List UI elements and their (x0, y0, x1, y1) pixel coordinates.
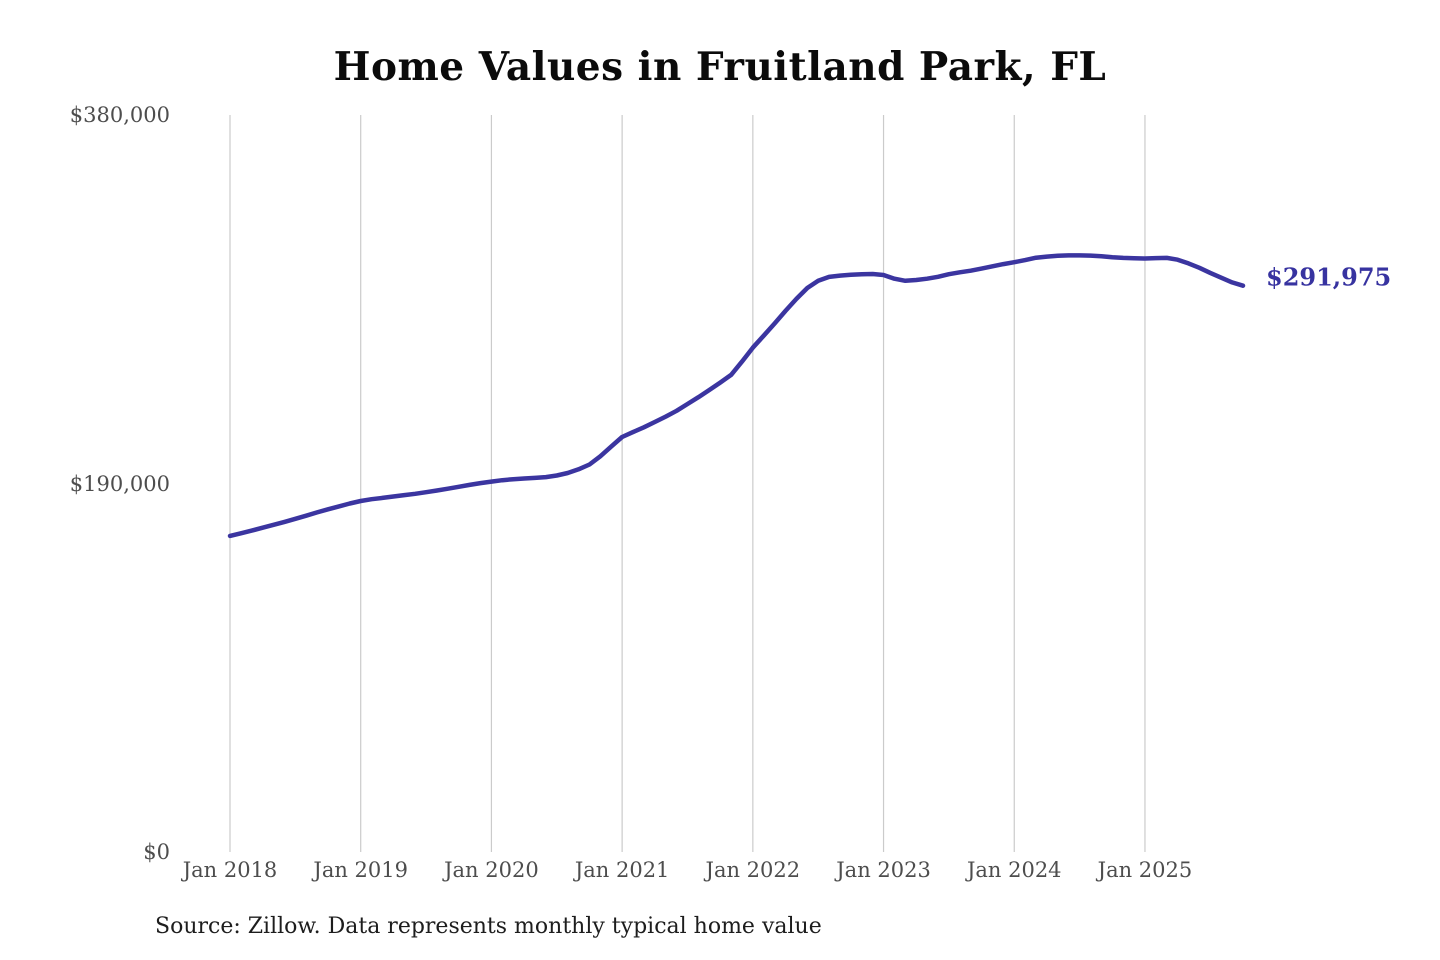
x-axis-label-jan-2020: Jan 2020 (444, 858, 539, 882)
x-axis-label-jan-2025: Jan 2025 (1097, 858, 1193, 882)
chart-title: Home Values in Fruitland Park, FL (333, 44, 1107, 90)
x-axis-label-jan-2022: Jan 2022 (705, 858, 801, 882)
y-axis-label-0: $0 (143, 840, 170, 864)
x-axis-label-jan-2023: Jan 2023 (836, 858, 931, 882)
y-axis-label-190000: $190,000 (69, 471, 170, 496)
series-end-value-label: $291,975 (1266, 262, 1392, 292)
series-line (227, 253, 1246, 539)
y-axis-label-380000: $380,000 (69, 103, 170, 127)
source-note: Source: Zillow. Data represents monthly … (155, 914, 822, 939)
x-axis-label-jan-2024: Jan 2024 (966, 858, 1062, 882)
vertical-gridlines (229, 115, 1146, 852)
x-axis-label-jan-2018: Jan 2018 (182, 858, 278, 882)
x-axis-label-jan-2019: Jan 2019 (313, 858, 408, 882)
x-axis-label-jan-2021: Jan 2021 (574, 858, 670, 882)
home-value-line-series (227, 253, 1246, 539)
